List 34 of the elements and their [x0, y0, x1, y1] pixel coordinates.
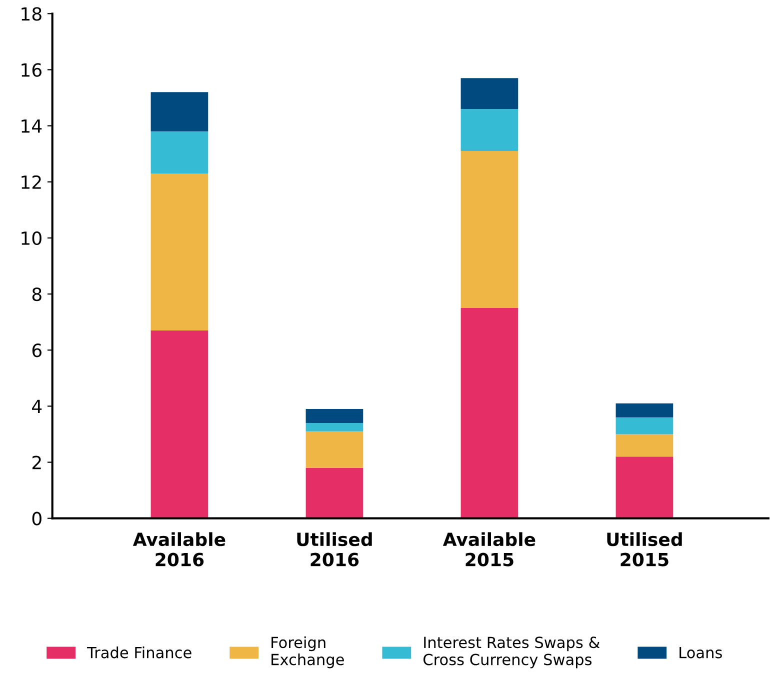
y-tick-label: 18: [22, 7, 42, 21]
y-tick-label: 14: [22, 119, 42, 133]
y-tick-label: 0: [32, 512, 42, 526]
y-tick-label: 4: [32, 400, 42, 414]
y-tick-label: 6: [32, 344, 42, 358]
bar: [616, 456, 674, 518]
bar: [306, 408, 364, 423]
legend-label: Interest Rates Swaps & Cross Currency Swaps: [424, 636, 600, 668]
bar: [150, 173, 208, 330]
legend-label: Loans: [680, 646, 722, 658]
bar: [460, 308, 518, 518]
y-tick-label: 12: [22, 175, 41, 189]
y-tick-label: 10: [22, 231, 42, 246]
bar: [460, 151, 518, 308]
y-tick-label: 2: [32, 456, 41, 470]
bar: [616, 417, 674, 434]
bar: [460, 78, 518, 109]
bar: [306, 468, 364, 518]
bar: [150, 131, 208, 174]
bar: [306, 431, 364, 468]
x-tick-label: Available 2016: [132, 532, 226, 566]
legend-label: Foreign Exchange: [272, 636, 344, 668]
y-tick-label: 16: [22, 63, 42, 77]
bar: [616, 403, 674, 418]
x-tick-label: Utilised 2016: [297, 532, 372, 566]
x-tick-label: Utilised 2015: [607, 532, 682, 566]
bar: [306, 422, 364, 432]
legend-label: Trade Finance: [86, 646, 192, 658]
x-tick-label: Available 2015: [442, 532, 536, 566]
y-tick-label: 8: [32, 287, 42, 302]
bar: [150, 330, 208, 518]
bar: [460, 108, 518, 152]
bar: [150, 92, 208, 132]
bar: [616, 434, 674, 457]
